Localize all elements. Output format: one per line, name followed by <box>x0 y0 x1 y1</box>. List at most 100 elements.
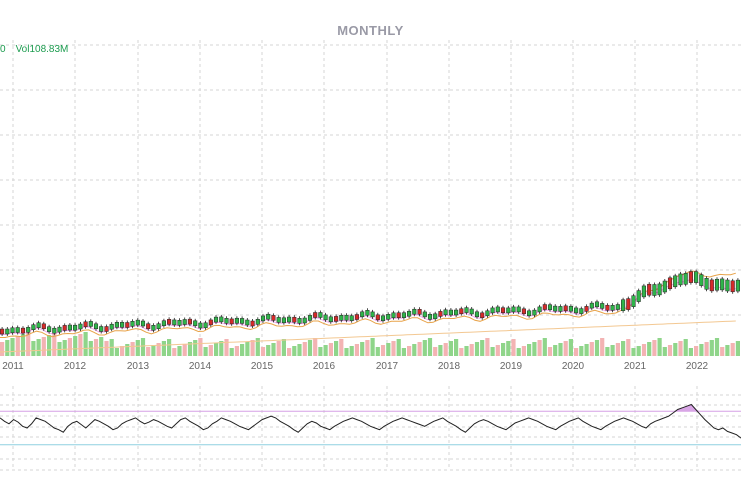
volume-bar <box>438 345 443 356</box>
volume-bar <box>31 341 36 356</box>
candle-body <box>62 325 67 331</box>
candle-body <box>260 315 266 322</box>
candle-body <box>511 306 516 313</box>
volume-bar <box>135 340 140 356</box>
volume-bar <box>401 348 406 356</box>
volume-bar <box>187 342 193 356</box>
volume-bar <box>99 337 104 356</box>
volume-bar <box>594 340 600 356</box>
candle-body <box>527 310 532 317</box>
volume-bar <box>78 334 83 356</box>
candle-body <box>193 320 198 327</box>
volume-bar <box>41 337 46 356</box>
volume-bar <box>255 338 260 356</box>
candle-body <box>667 277 673 290</box>
candle-body <box>172 319 177 326</box>
candle-body <box>438 311 443 317</box>
candle-body <box>417 309 422 315</box>
x-tick-label: 2014 <box>189 361 212 372</box>
volume-bar <box>130 342 135 356</box>
volume-bar <box>657 338 662 356</box>
candle-body <box>495 306 500 313</box>
volume-bar <box>391 341 396 356</box>
volume-bar <box>537 340 542 356</box>
rsi-overbought-fill <box>0 404 741 412</box>
volume-bar <box>344 348 349 356</box>
volume-bar <box>480 340 485 356</box>
volume-bar <box>667 345 673 356</box>
volume-bar <box>506 341 511 356</box>
volume-bar <box>495 345 500 356</box>
candle-body <box>0 328 5 335</box>
candle-body <box>52 327 57 334</box>
x-tick-label: 2012 <box>64 361 87 372</box>
candle-body <box>161 320 166 326</box>
volume-bar <box>547 347 553 356</box>
x-tick-label: 2016 <box>313 361 336 372</box>
candle-body <box>396 312 401 318</box>
volume-bar <box>725 345 730 356</box>
volume-bar <box>626 339 631 356</box>
candle-body <box>109 323 114 330</box>
volume-bar <box>334 341 339 356</box>
candle-body <box>114 322 119 328</box>
candle-body <box>339 315 344 321</box>
volume-bar <box>240 344 245 356</box>
volume-bar <box>83 332 88 356</box>
candle-body <box>422 311 427 318</box>
volume-bar <box>234 346 239 356</box>
candle-body <box>187 318 192 325</box>
volume-bar <box>673 343 678 356</box>
candle-body <box>626 298 631 310</box>
candle-body <box>328 316 333 323</box>
volume-label: Vol <box>15 44 30 55</box>
candle-body <box>459 308 464 314</box>
candle-body <box>480 312 485 319</box>
volume-bar <box>281 339 286 356</box>
candle-body <box>125 322 130 328</box>
volume-bar <box>302 342 307 356</box>
volume-value: 108.83M <box>29 44 69 55</box>
volume-bar <box>443 343 448 356</box>
candle-body <box>563 305 568 312</box>
volume-bar <box>516 348 521 356</box>
candle-body <box>490 307 495 314</box>
volume-bar <box>600 338 605 356</box>
candle-body <box>433 313 438 320</box>
readout-leading-value: 0 <box>0 44 6 55</box>
volume-bar <box>662 347 667 356</box>
candle-body <box>47 326 52 332</box>
candle-body <box>657 283 662 296</box>
candle-body <box>386 314 391 320</box>
volume-bar <box>151 345 156 356</box>
candle-body <box>213 316 219 323</box>
candle-body <box>250 320 255 327</box>
candle-body <box>313 312 318 318</box>
candle-body <box>683 273 688 285</box>
candle-body <box>318 312 323 318</box>
candle-body <box>349 315 354 321</box>
candle-body <box>735 279 740 292</box>
volume-bar <box>349 346 354 356</box>
candle-body <box>485 310 490 317</box>
volume-bar <box>636 346 641 356</box>
candle-body <box>15 327 20 333</box>
volume-bar <box>563 341 568 356</box>
volume-bar <box>386 343 391 356</box>
volume-bar <box>542 338 547 356</box>
volume-bar <box>469 344 474 356</box>
x-tick-label: 2020 <box>562 361 585 372</box>
volume-bar <box>448 341 453 356</box>
volume-bar <box>62 340 67 356</box>
volume-bar <box>501 343 506 356</box>
candle-body <box>391 312 396 319</box>
candle-body <box>245 319 250 326</box>
candle-body <box>454 309 459 316</box>
volume-bar <box>339 339 344 356</box>
volume-bar <box>307 340 313 356</box>
candle-body <box>553 305 558 312</box>
volume-bar <box>125 344 130 356</box>
volume-bar <box>427 338 433 356</box>
volume-bar <box>610 345 615 356</box>
volume-bar <box>10 338 15 356</box>
